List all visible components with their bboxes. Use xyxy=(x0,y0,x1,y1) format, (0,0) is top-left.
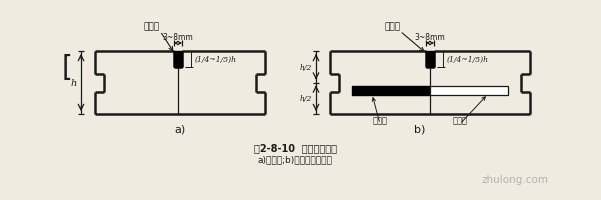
Bar xyxy=(430,87,508,96)
Bar xyxy=(426,52,434,68)
Text: (1/4~1/5)h: (1/4~1/5)h xyxy=(195,56,237,64)
Text: 传力杆: 传力杆 xyxy=(453,116,468,125)
Bar xyxy=(352,87,430,96)
Text: 填缝料: 填缝料 xyxy=(385,22,401,31)
Bar xyxy=(174,52,182,68)
Text: 图2-8-10  横向缩缝构造: 图2-8-10 横向缩缝构造 xyxy=(254,142,337,152)
Text: 填缝料: 填缝料 xyxy=(144,22,160,31)
Text: b): b) xyxy=(414,123,426,133)
Text: 涂沥青: 涂沥青 xyxy=(373,116,388,125)
Text: a)假缝型;b)假缝加传力杆型: a)假缝型;b)假缝加传力杆型 xyxy=(258,155,332,164)
Text: a): a) xyxy=(174,123,186,133)
Text: 3~8mm: 3~8mm xyxy=(163,32,194,41)
Text: [: [ xyxy=(61,54,73,82)
Text: zhulong.com: zhulong.com xyxy=(481,174,549,184)
Text: h: h xyxy=(71,79,77,88)
Text: (1/4~1/5)h: (1/4~1/5)h xyxy=(447,56,489,64)
Text: 3~8mm: 3~8mm xyxy=(415,32,445,41)
Text: h/2: h/2 xyxy=(300,63,312,71)
Text: h/2: h/2 xyxy=(300,95,312,103)
